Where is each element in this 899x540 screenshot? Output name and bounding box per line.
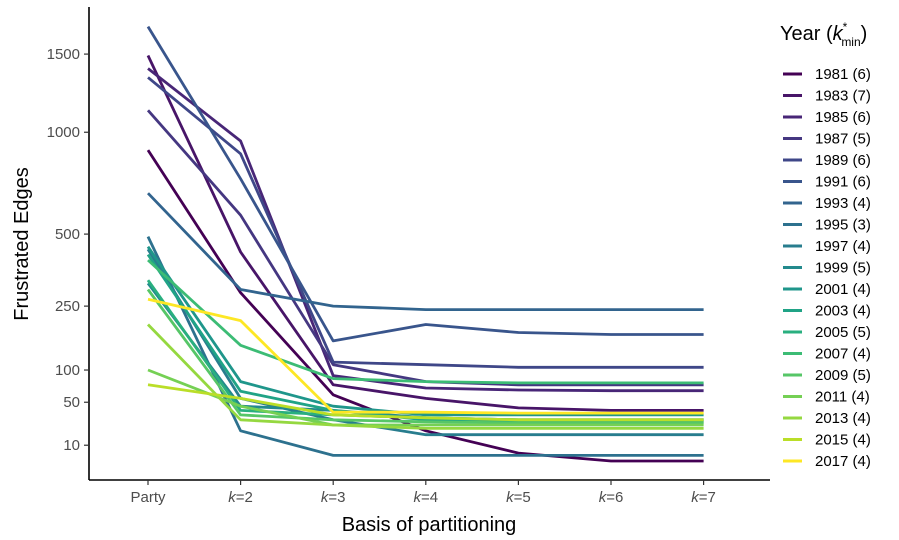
series-line-1993 bbox=[146, 192, 704, 312]
legend-label: 2001 (4) bbox=[815, 281, 871, 298]
x-axis-title: Basis of partitioning bbox=[342, 514, 517, 536]
legend-label: 1989 (6) bbox=[815, 152, 871, 169]
y-tick-label: 1500 bbox=[47, 46, 80, 63]
series-line-2017 bbox=[147, 297, 704, 415]
legend-label: 1999 (5) bbox=[815, 260, 871, 277]
x-tick-label: k=3 bbox=[321, 489, 346, 506]
series-line-2009 bbox=[146, 288, 704, 425]
legend-label: 1985 (6) bbox=[815, 109, 871, 126]
x-tick-label: k=6 bbox=[599, 489, 624, 506]
series-line-2015 bbox=[147, 383, 704, 422]
x-tick-label: k=7 bbox=[691, 489, 716, 506]
series-line-1987 bbox=[146, 109, 704, 387]
series-layer bbox=[146, 25, 704, 463]
legend-label: 1981 (6) bbox=[815, 66, 871, 83]
legend-label: 2007 (4) bbox=[815, 346, 871, 363]
y-tick-label: 100 bbox=[55, 362, 80, 379]
series-line-1989 bbox=[147, 76, 704, 369]
series-line-2001 bbox=[146, 245, 704, 417]
x-tick-label: k=4 bbox=[413, 489, 438, 506]
series-line-1985 bbox=[147, 67, 704, 393]
legend-label: 2017 (4) bbox=[815, 453, 871, 470]
legend-label: 2005 (5) bbox=[815, 324, 871, 341]
series-line-1995 bbox=[146, 235, 704, 457]
series-line-1981 bbox=[146, 149, 704, 463]
legend-label: 2011 (4) bbox=[815, 389, 870, 406]
legend: Year (k* min) 1981 (6)1983 (7)1985 (6)198… bbox=[780, 20, 871, 470]
series-line-2013 bbox=[146, 323, 704, 430]
y-axis-ticks: 10 50 100 250 500 1000 1500 bbox=[47, 46, 89, 454]
x-axis-ticks: Party k=2 k=3 k=4 k=5 k=6 k=7 bbox=[130, 480, 716, 506]
legend-label: 2009 (5) bbox=[815, 367, 871, 384]
series-line-1991 bbox=[146, 25, 704, 343]
legend-label: 2015 (4) bbox=[815, 432, 871, 449]
x-tick-label: k=5 bbox=[506, 489, 531, 506]
y-tick-label: 10 bbox=[63, 437, 80, 454]
legend-label: 1997 (4) bbox=[815, 238, 871, 255]
y-axis-title: Frustrated Edges bbox=[11, 167, 33, 320]
series-line-2007 bbox=[147, 259, 704, 385]
legend-title: Year (k* min) bbox=[780, 20, 867, 49]
y-tick-label: 1000 bbox=[47, 124, 80, 141]
y-tick-label: 250 bbox=[55, 298, 80, 315]
x-tick-label: k=2 bbox=[228, 489, 253, 506]
legend-label: 2003 (4) bbox=[815, 303, 871, 320]
legend-label: 2013 (4) bbox=[815, 410, 871, 427]
legend-label: 1983 (7) bbox=[815, 88, 871, 105]
x-tick-label: Party bbox=[130, 489, 166, 506]
series-line-1983 bbox=[146, 54, 704, 412]
series-line-2011 bbox=[147, 368, 704, 427]
legend-label: 1991 (6) bbox=[815, 174, 871, 191]
legend-label: 1995 (3) bbox=[815, 217, 871, 234]
y-tick-label: 50 bbox=[63, 394, 80, 411]
legend-items: 1981 (6) 1983 (7) 1985 (6) 1987 (5) 1989 (6)… bbox=[783, 66, 871, 470]
legend-label: 1987 (5) bbox=[815, 131, 871, 148]
legend-label: 1993 (4) bbox=[815, 195, 871, 212]
y-tick-label: 500 bbox=[55, 226, 80, 243]
